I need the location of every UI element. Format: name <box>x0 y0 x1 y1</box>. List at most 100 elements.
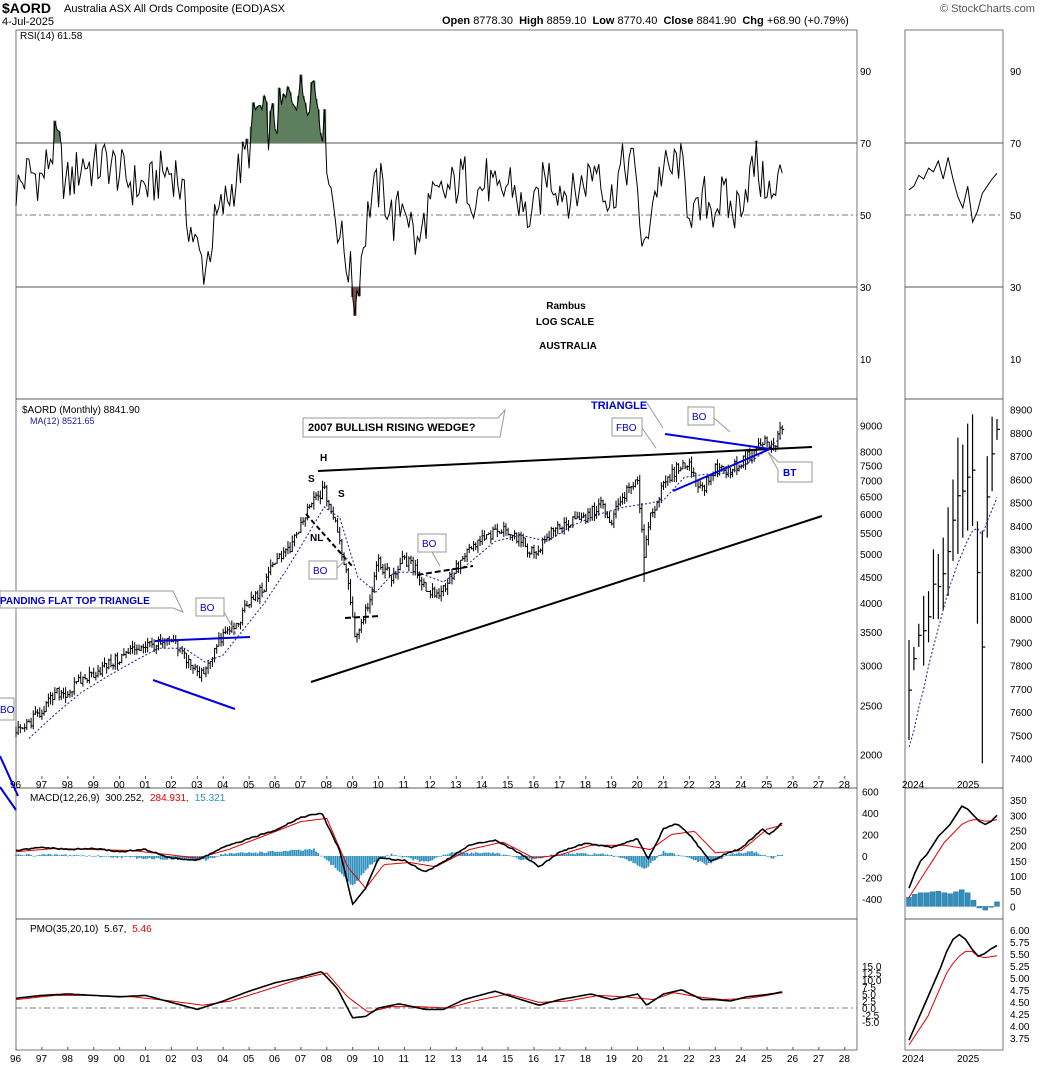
macd-histogram-bar <box>49 854 52 856</box>
pmo-x-tick-label: 24 <box>735 1054 747 1065</box>
pmo-tick-label: 15.0 <box>862 962 882 973</box>
macd-histogram-bar <box>239 852 242 856</box>
macd-histogram-bar <box>528 856 531 859</box>
macd-histogram-bar <box>673 853 676 856</box>
macd-histogram-bar <box>511 856 514 857</box>
macd-histogram-bar <box>64 854 67 856</box>
macd-histogram-bar <box>744 852 747 856</box>
macd-histogram-bar <box>157 856 160 859</box>
macd-histogram-bar <box>222 854 225 856</box>
close-label: Close <box>663 15 694 27</box>
macd-histogram-bar <box>671 852 674 856</box>
price-x-tick-label: 07 <box>295 780 307 791</box>
macd-histogram-bar <box>34 855 37 857</box>
macd-histogram-bar <box>287 851 289 856</box>
zoom-price-tick-label: 8700 <box>1010 452 1033 463</box>
macd-histogram-bar <box>66 855 69 857</box>
macd-histogram-bar <box>636 856 639 866</box>
symbol-label: $AORD <box>2 0 52 16</box>
panel-frame-2 <box>15 787 858 920</box>
zoom-price-tick-label: 8300 <box>1010 545 1033 556</box>
close-value: 8841.90 <box>696 15 737 27</box>
price-x-tick-label: 15 <box>502 780 514 791</box>
zoom-rsi-tick-label: 30 <box>1010 283 1022 294</box>
macd-histogram-bar <box>669 852 671 856</box>
macd-histogram-bar <box>112 856 115 858</box>
macd-histogram-bar <box>697 856 699 862</box>
macd-histogram-bar <box>621 856 624 858</box>
price-x-tick-label: 05 <box>243 780 255 791</box>
zoom-macd-tick-label: 350 <box>1010 796 1027 807</box>
change-value: +68.90 (+0.79%) <box>766 15 849 27</box>
macd-histogram-bar <box>138 856 140 858</box>
macd-histogram-bar <box>714 856 717 861</box>
label-left-shoulder: S <box>308 474 315 485</box>
macd-histogram-bar <box>183 856 186 860</box>
macd-histogram-bar <box>94 856 97 857</box>
pmo-legend-value: 5.67, <box>104 924 126 935</box>
pmo-x-tick-label: 99 <box>88 1054 100 1065</box>
macd-histogram-bar <box>632 856 635 864</box>
macd-histogram-bar <box>604 854 607 856</box>
macd-histogram-bar <box>738 852 740 856</box>
macd-histogram-bar <box>77 855 80 856</box>
macd-histogram-bar <box>556 853 559 856</box>
macd-histogram-bar <box>446 854 449 856</box>
macd-histogram-bar <box>254 852 257 856</box>
macd-histogram-bar <box>435 856 438 858</box>
price-x-tick-label: 23 <box>709 780 721 791</box>
macd-histogram-bar <box>131 856 134 857</box>
macd-histogram-bar <box>123 856 125 857</box>
macd-histogram-bar <box>332 856 335 866</box>
macd-tick-label: 0 <box>862 852 868 863</box>
macd-histogram-bar <box>468 853 471 856</box>
macd-histogram-bar <box>619 856 622 858</box>
macd-histogram-bar <box>684 856 686 857</box>
macd-histogram-bar <box>164 856 166 860</box>
macd-histogram-bar <box>623 856 626 859</box>
pmo-x-tick-label: 03 <box>191 1054 203 1065</box>
pmo-x-tick-label: 18 <box>580 1054 592 1065</box>
macd-histogram-bar <box>386 855 389 856</box>
macd-histogram-bar <box>392 855 395 856</box>
macd-histogram-bar <box>682 855 684 857</box>
macd-histogram-bar <box>440 856 443 857</box>
macd-histogram-bar <box>243 853 246 856</box>
zoom-price-tick-label: 8000 <box>1010 615 1033 626</box>
zoom-price-tick-label: 8900 <box>1010 406 1033 417</box>
zoom-macd-histogram-bar <box>964 892 971 907</box>
pmo-x-tick-label: 06 <box>269 1054 281 1065</box>
macd-histogram-bar <box>656 856 658 858</box>
price-x-tick-label: 28 <box>839 780 851 791</box>
macd-histogram-bar <box>127 856 130 857</box>
macd-histogram-bar <box>515 856 518 858</box>
macd-histogram-bar <box>543 855 546 857</box>
macd-histogram-bar <box>312 848 315 856</box>
macd-histogram-bar <box>675 855 678 857</box>
pmo-x-tick-label: 22 <box>683 1054 695 1065</box>
macd-histogram-bar <box>520 856 522 861</box>
macd-histogram-bar <box>148 856 151 858</box>
macd-histogram-bar <box>256 853 259 856</box>
zoom-price-tick-label: 8400 <box>1010 522 1033 533</box>
macd-histogram-bar <box>353 856 356 884</box>
macd-histogram-bar <box>155 856 158 858</box>
macd-histogram-bar <box>492 852 494 856</box>
macd-histogram-bar <box>444 854 447 856</box>
macd-histogram-bar <box>731 853 734 856</box>
macd-histogram-bar <box>606 854 609 856</box>
macd-histogram-bar <box>608 855 611 856</box>
high-value: 8859.10 <box>546 15 587 27</box>
macd-histogram-bar <box>664 852 667 856</box>
macd-histogram-bar <box>51 855 54 857</box>
macd-histogram-bar <box>228 852 231 856</box>
watermark: © StockCharts.com <box>940 3 1035 15</box>
macd-histogram-bar <box>487 852 490 856</box>
macd-histogram-bar <box>390 853 393 856</box>
macd-histogram-bar <box>71 855 74 857</box>
macd-histogram-bar <box>591 854 594 856</box>
zoom-pmo-tick-label: 3.75 <box>1010 1034 1030 1045</box>
pmo-tick-label: 0.0 <box>862 1004 876 1015</box>
macd-histogram-bar <box>479 853 481 856</box>
zoom-rsi-tick-label: 70 <box>1010 139 1022 150</box>
